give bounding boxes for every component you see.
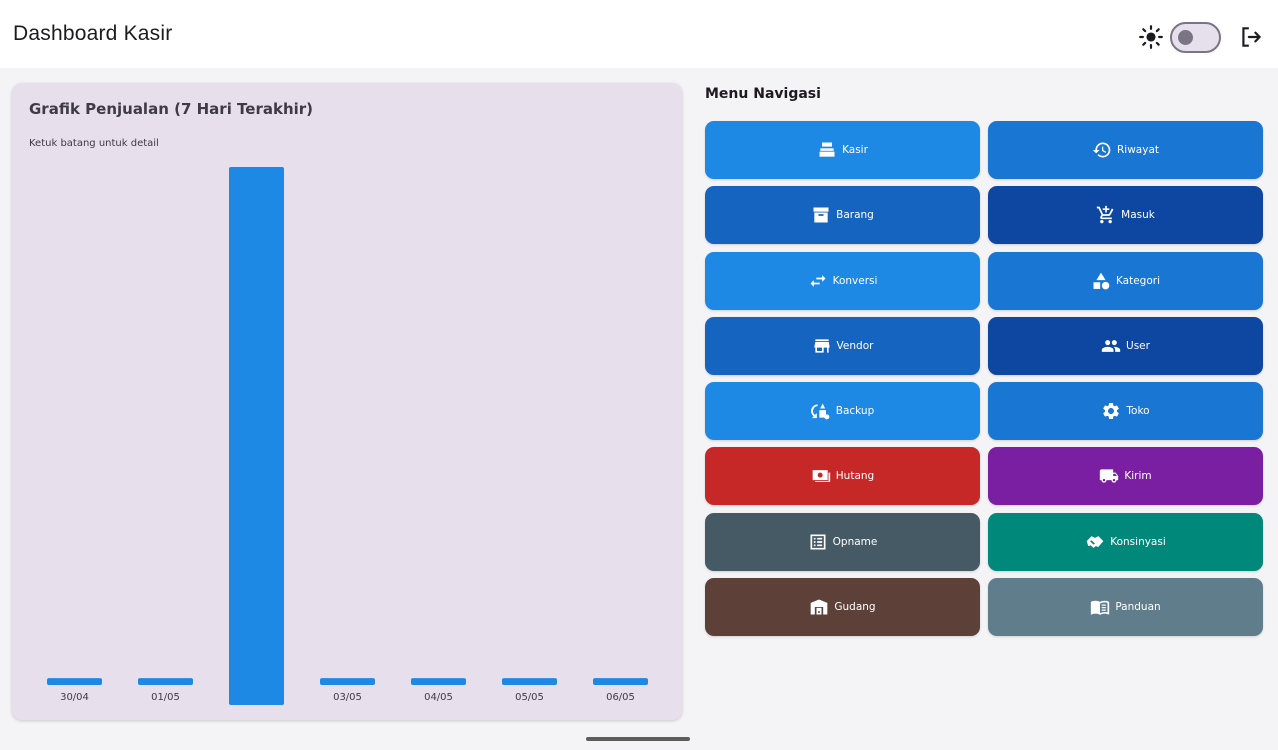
- nav-button-label: Kirim: [1124, 470, 1152, 483]
- toggle-knob: [1178, 30, 1193, 45]
- nav-button-vendor[interactable]: Vendor: [705, 316, 980, 375]
- app-bar: Dashboard Kasir: [0, 0, 1278, 68]
- nav-button-kategori[interactable]: Kategori: [988, 251, 1263, 310]
- chart-bar[interactable]: [138, 678, 193, 685]
- home-indicator: [586, 737, 690, 741]
- chart-tick-label: 01/05: [151, 692, 180, 703]
- nav-button-toko[interactable]: Toko: [988, 382, 1263, 441]
- nav-button-label: Toko: [1126, 405, 1150, 418]
- chart-bar[interactable]: [320, 678, 375, 685]
- chart-title: Grafik Penjualan (7 Hari Terakhir): [29, 100, 314, 118]
- nav-button-opname[interactable]: Opname: [705, 512, 980, 571]
- nav-button-label: Masuk: [1121, 209, 1155, 222]
- list-sheet-icon: [810, 534, 826, 550]
- nav-button-label: Konversi: [832, 274, 878, 287]
- nav-menu-grid: Kasir Riwayat Barang Masuk Konversi Kategori V…: [705, 121, 1263, 637]
- nav-button-label: Hutang: [835, 470, 875, 483]
- history-icon: [1092, 142, 1111, 158]
- nav-title: Menu Navigasi: [705, 86, 821, 102]
- chart-tick-label: 03/05: [333, 692, 362, 703]
- nav-button-kirim[interactable]: Kirim: [988, 447, 1263, 506]
- nav-button-user[interactable]: User: [988, 316, 1263, 375]
- chart-tick-label: 30/04: [60, 692, 89, 703]
- chart-hint: Ketuk batang untuk detail: [29, 138, 159, 149]
- nav-button-gudang[interactable]: Gudang: [705, 578, 980, 637]
- theme-toggle[interactable]: [1170, 22, 1221, 53]
- store-icon: [814, 339, 830, 353]
- warehouse-icon: [811, 599, 828, 615]
- nav-button-hutang[interactable]: Hutang: [705, 447, 980, 506]
- archive-box-icon: [813, 207, 829, 223]
- book-icon: [1091, 600, 1110, 615]
- nav-button-backup[interactable]: Backup: [705, 382, 980, 441]
- swap-arrows-icon: [810, 274, 826, 287]
- chart-tick-label: 04/05: [424, 692, 453, 703]
- page-title: Dashboard Kasir: [13, 22, 173, 45]
- nav-button-konsinyasi[interactable]: Konsinyasi: [988, 512, 1263, 571]
- chart-tick-label: 06/05: [606, 692, 635, 703]
- nav-button-label: Konsinyasi: [1110, 535, 1166, 548]
- chart-tick-label: 05/05: [515, 692, 544, 703]
- nav-button-label: Panduan: [1115, 601, 1161, 614]
- nav-button-label: User: [1126, 339, 1150, 352]
- category-shapes-icon: [1093, 272, 1110, 289]
- nav-button-label: Backup: [835, 405, 875, 418]
- nav-button-konversi[interactable]: Konversi: [705, 251, 980, 310]
- money-icon: [812, 470, 830, 483]
- handshake-icon: [1086, 535, 1104, 548]
- backup-restore-icon: [810, 403, 830, 420]
- chart-bar[interactable]: [593, 678, 648, 685]
- people-icon: [1101, 340, 1121, 352]
- nav-button-label: Opname: [832, 535, 878, 548]
- cash-register-icon: [819, 142, 835, 157]
- cart-add-icon: [1096, 206, 1114, 224]
- nav-button-kasir[interactable]: Kasir: [705, 121, 980, 179]
- nav-button-label: Barang: [836, 209, 874, 222]
- nav-button-barang[interactable]: Barang: [705, 186, 980, 245]
- sun-icon[interactable]: [1138, 24, 1164, 50]
- nav-button-riwayat[interactable]: Riwayat: [988, 121, 1263, 179]
- chart-bar[interactable]: [411, 678, 466, 685]
- nav-button-label: Gudang: [834, 601, 876, 614]
- nav-button-label: Kasir: [842, 144, 868, 156]
- nav-button-label: Vendor: [836, 339, 874, 352]
- settings-gear-icon: [1103, 403, 1120, 420]
- nav-button-masuk[interactable]: Masuk: [988, 186, 1263, 245]
- chart-bar[interactable]: [47, 678, 102, 685]
- nav-button-label: Kategori: [1115, 274, 1161, 287]
- chart-bar[interactable]: [229, 167, 284, 705]
- sales-chart-card: Grafik Penjualan (7 Hari Terakhir) Ketuk…: [12, 83, 682, 720]
- logout-icon[interactable]: [1238, 24, 1264, 50]
- sales-bar-chart: 30/04 01/05 03/05 04/05 05/05 06/05: [47, 167, 648, 705]
- chart-bar[interactable]: [502, 678, 557, 685]
- nav-button-panduan[interactable]: Panduan: [988, 578, 1263, 637]
- truck-icon: [1100, 469, 1119, 484]
- nav-button-label: Riwayat: [1117, 144, 1159, 156]
